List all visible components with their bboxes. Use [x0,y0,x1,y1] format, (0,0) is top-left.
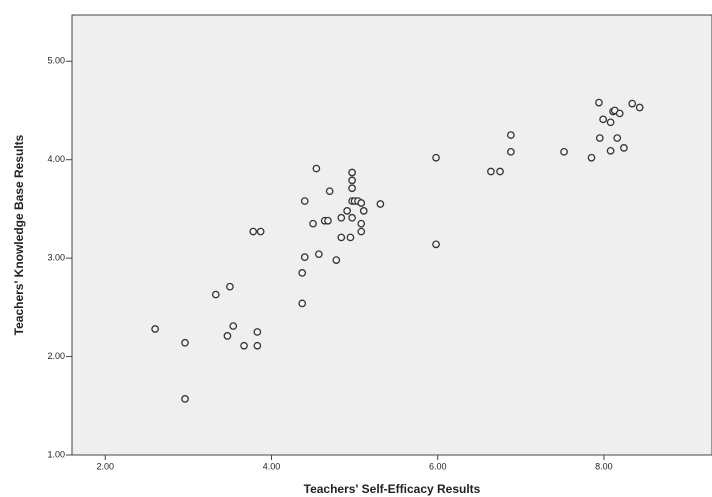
point [432,153,440,162]
point [357,227,366,236]
x-tick-label: 8.00 [595,461,613,471]
point [599,115,607,124]
y-axis-title: Teachers' Knowledge Base Results [12,134,26,335]
point [253,328,262,336]
point [595,134,604,142]
y-tick-label: 4.00 [47,154,65,164]
point [300,197,309,205]
point [348,213,356,222]
point [325,187,334,196]
point [348,176,356,185]
point [181,338,189,347]
point [211,290,220,299]
point [357,219,366,228]
x-tick-label: 6.00 [429,461,447,471]
point [343,207,351,215]
point [507,147,515,156]
point [300,253,309,261]
point [256,227,265,236]
point [487,167,495,176]
point [181,395,189,403]
x-tick-label: 2.00 [96,461,114,471]
point [337,213,346,222]
point [253,341,262,350]
point [376,200,385,208]
point [620,144,628,152]
point [606,146,615,155]
point [332,256,341,264]
x-tick-label: 4.00 [263,461,281,471]
point [315,250,323,259]
point [348,168,356,177]
x-axis-title: Teachers' Self-Efficacy Results [304,482,481,496]
point [595,98,603,107]
point [298,269,307,277]
point [226,282,234,291]
point [587,153,596,162]
point [560,147,568,156]
y-tick-label: 1.00 [47,449,65,459]
point [229,322,238,330]
point [324,216,332,225]
point [309,219,317,228]
point [496,167,504,176]
point [312,164,321,173]
point [628,99,637,108]
point [223,332,232,340]
point [606,118,615,127]
point [613,134,622,142]
point [507,131,515,139]
point [346,233,355,242]
point [357,199,366,207]
point [432,240,440,249]
point [348,184,356,193]
point [635,103,644,112]
y-tick-label: 2.00 [47,351,65,361]
point [298,299,307,308]
point [151,325,159,333]
point [249,227,258,236]
y-tick-label: 3.00 [47,253,65,263]
point [240,341,248,350]
y-tick-label: 5.00 [47,56,65,66]
point [359,207,368,215]
point [337,233,346,242]
point [615,109,624,118]
plot-area [71,14,712,456]
